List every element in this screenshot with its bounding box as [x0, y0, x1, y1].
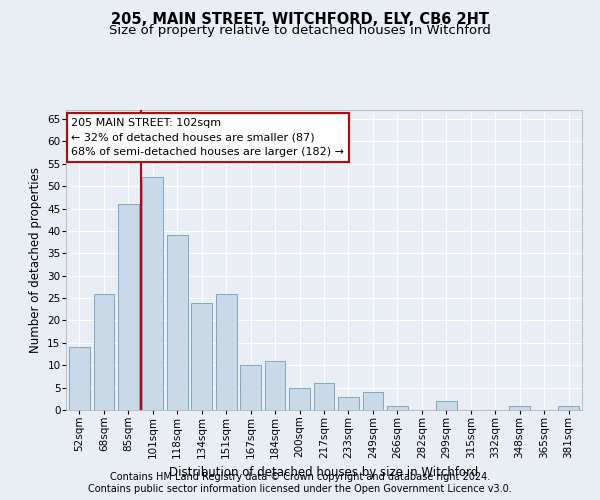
Text: 205 MAIN STREET: 102sqm
← 32% of detached houses are smaller (87)
68% of semi-de: 205 MAIN STREET: 102sqm ← 32% of detache… — [71, 118, 344, 157]
Text: 205, MAIN STREET, WITCHFORD, ELY, CB6 2HT: 205, MAIN STREET, WITCHFORD, ELY, CB6 2H… — [111, 12, 489, 28]
Bar — [338, 396, 359, 410]
Bar — [362, 392, 383, 410]
Bar — [265, 360, 286, 410]
Y-axis label: Number of detached properties: Number of detached properties — [29, 167, 41, 353]
Bar — [142, 177, 163, 410]
Text: Contains public sector information licensed under the Open Government Licence v3: Contains public sector information licen… — [88, 484, 512, 494]
Bar — [216, 294, 236, 410]
Bar — [314, 383, 334, 410]
Text: Contains HM Land Registry data © Crown copyright and database right 2024.: Contains HM Land Registry data © Crown c… — [110, 472, 490, 482]
X-axis label: Distribution of detached houses by size in Witchford: Distribution of detached houses by size … — [169, 466, 479, 479]
Bar — [436, 401, 457, 410]
Bar — [558, 406, 579, 410]
Bar — [289, 388, 310, 410]
Bar — [69, 348, 90, 410]
Bar — [509, 406, 530, 410]
Bar — [167, 236, 188, 410]
Bar — [240, 365, 261, 410]
Text: Size of property relative to detached houses in Witchford: Size of property relative to detached ho… — [109, 24, 491, 37]
Bar — [118, 204, 139, 410]
Bar — [387, 406, 408, 410]
Bar — [94, 294, 114, 410]
Bar — [191, 302, 212, 410]
